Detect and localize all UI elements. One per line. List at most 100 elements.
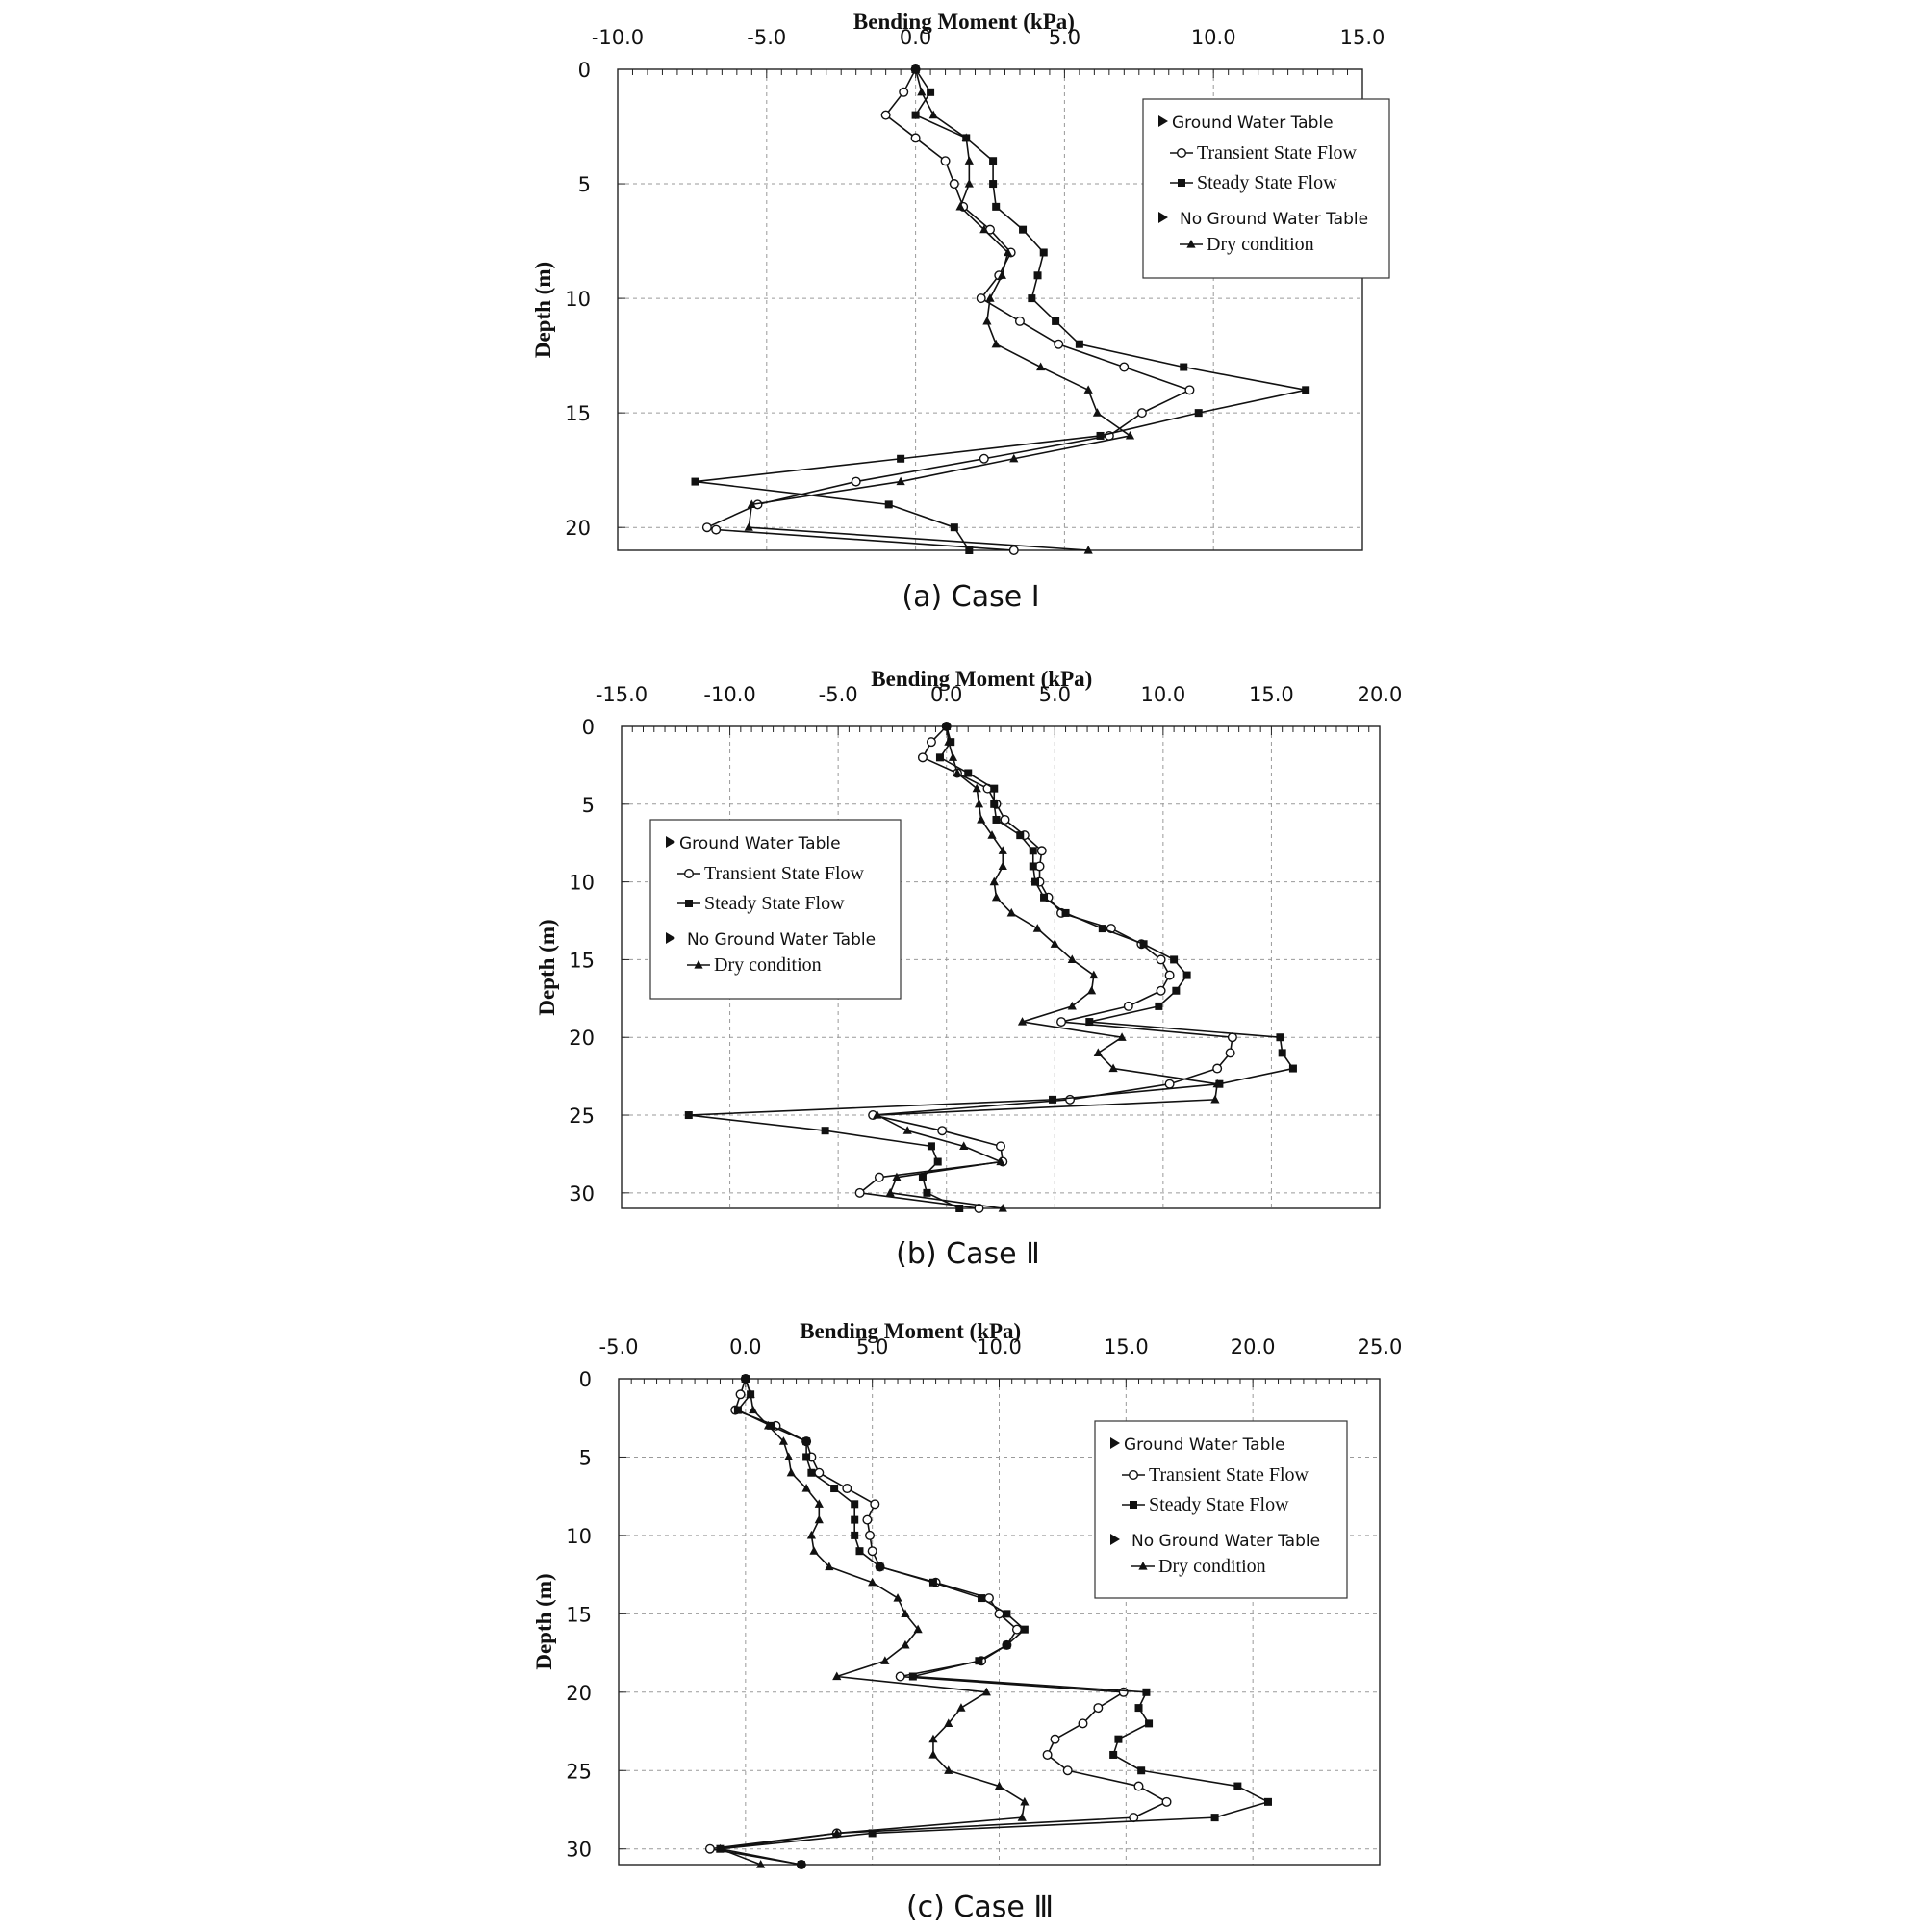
- data-point-triangle: [928, 1749, 938, 1759]
- data-point-triangle: [948, 752, 958, 761]
- data-point-triangle: [1020, 1796, 1030, 1806]
- data-point-triangle: [994, 1781, 1004, 1790]
- data-point-circle: [995, 1141, 1005, 1152]
- x-tick-label: 10.0: [1191, 26, 1236, 49]
- data-point-triangle: [749, 1405, 758, 1414]
- data-point-circle: [1062, 1765, 1073, 1776]
- data-point-triangle: [944, 1765, 953, 1774]
- x-tick-label: -5.0: [599, 1335, 639, 1359]
- data-point-square: [1134, 1704, 1143, 1713]
- y-tick-label: 20: [566, 1682, 592, 1705]
- data-point-triangle: [814, 1514, 824, 1524]
- data-point-circle: [976, 293, 986, 304]
- data-point-circle: [949, 179, 959, 190]
- data-point-square: [1003, 1640, 1011, 1649]
- data-point-circle: [870, 1499, 880, 1510]
- x-tick-label: -5.0: [819, 683, 858, 706]
- legend-group-heading: No Ground Water Table: [1180, 210, 1368, 229]
- x-tick-label: -10.0: [703, 683, 755, 706]
- data-point-square: [1096, 431, 1105, 440]
- data-point-circle: [974, 1203, 984, 1213]
- data-point-triangle: [944, 1718, 953, 1727]
- data-point-triangle: [1006, 907, 1016, 917]
- data-point-square: [851, 1500, 859, 1509]
- legend-marker-circle: [1128, 1469, 1138, 1480]
- triangle-right-icon: [1110, 1534, 1120, 1545]
- legend: Ground Water Table Transient State Flow St…: [1094, 1420, 1348, 1599]
- x-tick-label: 5.0: [856, 1335, 888, 1359]
- data-point-triangle: [902, 1126, 912, 1134]
- data-point-square: [964, 769, 973, 777]
- data-point-circle: [1212, 1063, 1223, 1074]
- data-point-square: [1033, 271, 1042, 280]
- x-tick-label: -10.0: [592, 26, 644, 49]
- data-point-circle: [1164, 970, 1175, 980]
- x-tick-label: 15.0: [1340, 26, 1385, 49]
- data-point-square: [978, 1594, 986, 1603]
- legend-entry-label: Steady State Flow: [1197, 172, 1337, 193]
- data-point-square: [1288, 1064, 1297, 1073]
- y-tick-label: 10: [569, 872, 595, 895]
- data-point-square: [851, 1531, 859, 1539]
- x-axis-title: Bending Moment (kPa): [800, 1319, 1021, 1343]
- data-point-square: [992, 815, 1001, 824]
- data-point-triangle: [1125, 430, 1135, 440]
- data-point-triangle: [832, 1828, 842, 1838]
- data-point-square: [1052, 317, 1060, 325]
- data-point-triangle: [832, 1671, 842, 1681]
- data-point-square: [733, 1406, 742, 1414]
- legend-marker-square: [1130, 1501, 1137, 1509]
- data-point-triangle: [801, 1484, 811, 1492]
- legend-group-heading: Ground Water Table: [679, 834, 841, 853]
- data-point-circle: [940, 156, 951, 166]
- data-point-square: [990, 784, 999, 793]
- data-point-triangle: [778, 1436, 788, 1445]
- data-point-square: [1020, 1625, 1029, 1634]
- data-point-circle: [1065, 1094, 1076, 1105]
- data-point-circle: [867, 1546, 877, 1557]
- data-point-square: [851, 1515, 859, 1524]
- legend-entry-label: Transient State Flow: [1149, 1464, 1309, 1486]
- data-point-triangle: [959, 1141, 969, 1150]
- x-tick-label: 10.0: [977, 1335, 1022, 1359]
- legend-marker-triangle: [1138, 1562, 1148, 1570]
- data-point-triangle: [1086, 985, 1097, 995]
- x-tick-label: 15.0: [1249, 683, 1294, 706]
- legend-entry-label: Dry condition: [1158, 1556, 1266, 1577]
- data-point-square: [911, 111, 920, 119]
- data-point-triangle: [901, 1609, 910, 1617]
- data-point-square: [807, 1468, 816, 1477]
- y-axis-title: Depth (m): [535, 919, 559, 1015]
- data-point-triangle: [746, 1389, 755, 1398]
- legend-entry-label: Dry condition: [714, 954, 822, 976]
- data-point-square: [955, 1205, 964, 1212]
- data-point-circle: [851, 476, 861, 487]
- data-point-square: [990, 800, 999, 808]
- triangle-right-icon: [666, 932, 675, 944]
- legend-entry-label: Dry condition: [1207, 234, 1314, 255]
- x-tick-label: 0.0: [900, 26, 931, 49]
- legend-group-heading: Ground Water Table: [1124, 1435, 1285, 1455]
- data-point-triangle: [972, 783, 981, 793]
- x-tick-label: -5.0: [747, 26, 786, 49]
- data-point-triangle: [1092, 408, 1103, 417]
- data-point-triangle: [756, 1860, 766, 1868]
- data-point-triangle: [814, 1499, 824, 1508]
- data-point-square: [1061, 908, 1070, 917]
- data-point-circle: [874, 1172, 884, 1182]
- y-tick-label: 20: [565, 517, 591, 540]
- data-point-circle: [1036, 846, 1047, 856]
- data-point-square: [933, 1157, 942, 1166]
- data-point-square: [1085, 1018, 1094, 1027]
- chart-case-3: -5.0 0.0 5.0 10.0 15.0 20.0 25.0 0 5 10 15 20 25 30 Be…: [532, 1319, 1402, 1924]
- y-tick-label: 25: [569, 1105, 595, 1128]
- data-point-triangle: [825, 1562, 834, 1571]
- data-point-circle: [910, 133, 921, 143]
- data-point-square: [918, 1173, 927, 1181]
- y-tick-label: 15: [565, 402, 591, 425]
- data-point-square: [1172, 986, 1181, 995]
- data-point-square: [1098, 925, 1106, 933]
- data-point-triangle: [977, 814, 986, 824]
- legend-entry-label: Transient State Flow: [1197, 142, 1357, 164]
